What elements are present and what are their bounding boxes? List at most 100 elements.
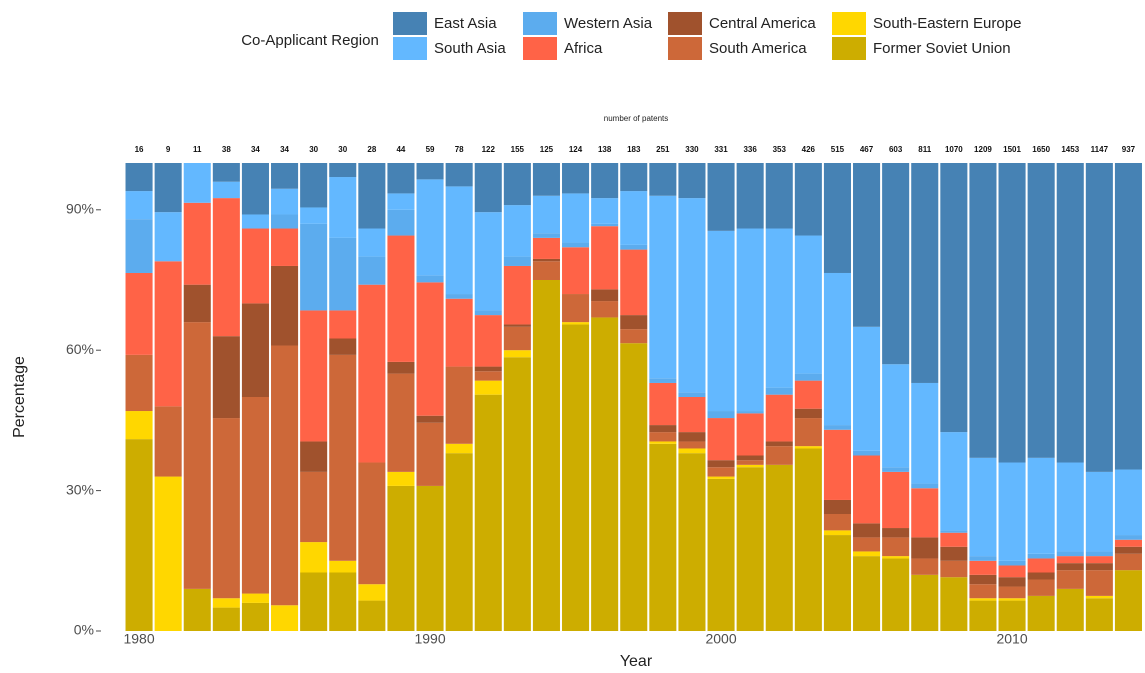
bar-segment [911,558,939,575]
bar-segment [503,324,531,327]
bar-segment [591,163,619,199]
bar-segment [387,373,415,472]
patent-count: 16 [135,145,144,154]
bar-segment [794,408,822,419]
bar-segment [678,163,706,199]
bar-segment [416,275,444,283]
bar-segment [882,537,910,557]
bar-segment [678,198,706,393]
bar-segment [794,373,822,381]
bar-segment [823,429,851,500]
bar-segment [794,418,822,447]
bar-segment [1027,553,1055,559]
bar-segment [1085,471,1113,552]
patent-count: 1147 [1091,145,1109,154]
bar-segment [736,464,764,468]
bar-segment [416,282,444,416]
bar-segment [649,163,677,196]
bar-segment [853,551,881,557]
bar-segment [911,382,939,484]
legend-label: Africa [564,40,603,57]
x-axis-label: Year [620,653,653,670]
bar-segment [241,303,269,397]
bar-segment [387,209,415,236]
bar-segment [183,202,211,285]
bar-segment [532,258,560,262]
bar-segment [678,448,706,454]
bar-segment [212,181,240,199]
bar-segment [1085,163,1113,472]
bar-segment [1056,462,1084,552]
bar-segment [649,382,677,426]
bar-segment [736,413,764,456]
patent-count: 426 [802,145,816,154]
patent-count: 336 [743,145,757,154]
bar-segment [736,467,764,631]
y-axis-label: Percentage [11,356,28,438]
bar-segment [678,432,706,442]
bar-segment [358,228,386,257]
bar-segment [358,584,386,601]
bar-segment [969,457,997,557]
bar-segment [183,284,211,323]
bar-segment [416,422,444,486]
bar-segment [882,163,910,365]
bar-segment [882,558,910,631]
bar-segment [1027,457,1055,554]
bar-segment [765,163,793,229]
bar-segment [329,163,357,178]
bar-segment [241,214,269,229]
bar-segment [1056,563,1084,571]
bar-segment [736,455,764,461]
bar-segment [853,326,881,451]
bar-segment [183,322,211,589]
bar-segment [911,574,939,631]
bar-segment [707,163,735,231]
bar-segment [503,326,531,351]
bar-segment [1114,469,1142,536]
patent-count: 811 [918,145,931,154]
patent-count: 155 [511,145,525,154]
bar-segment [765,394,793,442]
bar-segment [1114,570,1142,631]
bar-segment [998,163,1026,463]
bar-segment [300,441,328,472]
bar-segment [329,560,357,573]
bar-segment [125,439,153,631]
bar-segment [474,163,502,213]
y-tick-label: 60% [66,341,94,357]
legend-swatch [523,37,557,60]
bar-segment [154,212,182,262]
bar-segment [1027,579,1055,596]
patent-count: 1650 [1032,145,1050,154]
legend-label: Western Asia [564,15,653,32]
bar-segment [969,584,997,599]
bar-segment [125,354,153,412]
bar-segment [562,294,590,323]
bar-segment [1114,553,1142,571]
bar-segment [1114,535,1142,540]
bar-segment [998,462,1026,561]
bar-segment [591,223,619,227]
bar-segment [998,577,1026,587]
patent-count: 11 [193,145,202,154]
bar-segment [736,411,764,414]
bar-segment [183,163,211,203]
bar-segment [707,478,735,631]
annotation: number of patents [604,114,668,123]
bar-segment [300,163,328,208]
bar-segment [591,317,619,631]
bar-segment [1027,558,1055,573]
bar-segment [445,163,473,187]
bar-segment [678,453,706,631]
patent-count: 331 [714,145,728,154]
bar-segment [241,602,269,631]
bar-segment [1114,163,1142,470]
patent-count: 515 [831,145,845,154]
legend-label: East Asia [434,15,497,32]
bar-segment [387,235,415,362]
patent-count: 251 [656,145,670,154]
bar-segment [620,343,648,631]
bar-segment [649,441,677,444]
bar-segment [940,532,968,547]
